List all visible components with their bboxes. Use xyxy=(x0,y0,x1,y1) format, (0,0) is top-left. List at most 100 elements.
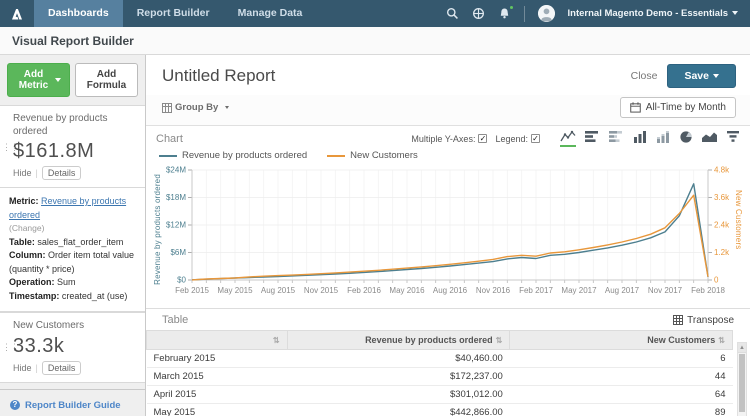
column-label: Column: xyxy=(9,250,46,260)
add-metric-label: Add Metric xyxy=(18,69,49,91)
nav-item-dashboards[interactable]: Dashboards xyxy=(34,0,123,27)
report-builder-guide-link[interactable]: ? Report Builder Guide xyxy=(0,388,145,416)
drag-handle-icon[interactable]: ⋮⋮ xyxy=(2,141,19,152)
search-icon[interactable] xyxy=(446,7,459,20)
legend-toggle[interactable]: Legend: ✓ xyxy=(495,134,540,144)
timestamp-value: created_at (use) xyxy=(61,290,128,301)
nav-item-report-builder[interactable]: Report Builder xyxy=(136,7,210,19)
chart-type-column-icon[interactable] xyxy=(633,130,647,145)
multiple-y-axes-checkbox[interactable]: ✓ xyxy=(478,134,488,143)
nav-divider xyxy=(523,5,525,22)
svg-text:3.6k: 3.6k xyxy=(714,193,730,202)
table-value: sales_flat_order_item xyxy=(37,236,124,247)
table-cell: 44 xyxy=(509,367,733,386)
transpose-button[interactable]: Transpose xyxy=(673,315,734,326)
details-button[interactable]: Details xyxy=(41,166,82,180)
svg-text:Aug 2017: Aug 2017 xyxy=(605,286,640,295)
notifications-bell-icon[interactable] xyxy=(498,5,514,20)
metric-details-panel: Metric: Revenue by products ordered (Cha… xyxy=(0,188,145,312)
separator: | xyxy=(35,168,38,178)
legend-swatch xyxy=(159,154,177,157)
chart-type-column-stacked-icon[interactable] xyxy=(656,130,670,145)
chart-type-area-icon[interactable] xyxy=(702,130,717,145)
nav-item-manage-data[interactable]: Manage Data xyxy=(237,7,303,19)
column-header-new-customers[interactable]: New Customers ⇅ xyxy=(509,330,733,350)
header-text: Revenue by products ordered xyxy=(365,335,493,345)
account-menu[interactable]: Internal Magento Demo - Essentials xyxy=(568,8,738,19)
svg-text:$0: $0 xyxy=(177,276,186,285)
svg-text:Feb 2017: Feb 2017 xyxy=(519,286,553,295)
results-table: ⇅ Revenue by products ordered ⇅ New Custo… xyxy=(146,330,733,416)
legend-text: Revenue by products ordered xyxy=(182,150,308,161)
table-label: Table: xyxy=(9,236,35,247)
table-cell: May 2015 xyxy=(146,403,288,416)
legend-item-new-customers[interactable]: New Customers xyxy=(327,150,418,161)
chart-type-bar-horizontal-stacked-icon[interactable] xyxy=(609,130,624,145)
header-text: New Customers xyxy=(647,335,716,345)
add-formula-button[interactable]: Add Formula xyxy=(75,63,138,97)
close-button[interactable]: Close xyxy=(630,70,658,82)
report-title[interactable]: Untitled Report xyxy=(162,66,276,85)
table-cell: March 2015 xyxy=(146,367,288,386)
table-body: February 2015 $40,460.00 6 March 2015 $172,2… xyxy=(146,349,733,416)
chart-type-pie-icon[interactable] xyxy=(679,130,693,146)
chevron-down-icon xyxy=(732,11,738,16)
scroll-up-button[interactable]: ▲ xyxy=(738,343,746,353)
left-axis-label: Revenue by products ordered xyxy=(153,174,162,285)
table-section-title: Table xyxy=(162,314,189,326)
add-metric-button[interactable]: Add Metric xyxy=(7,63,70,97)
legend-item-revenue[interactable]: Revenue by products ordered xyxy=(159,150,307,161)
sort-icon: ⇅ xyxy=(495,336,503,345)
scrollbar-thumb[interactable] xyxy=(739,354,745,412)
legend-checkbox[interactable]: ✓ xyxy=(531,134,540,143)
metrics-sidebar: Add Metric Add Formula ⋮⋮ Revenue by pro… xyxy=(0,55,146,416)
svg-text:0: 0 xyxy=(714,276,719,285)
chevron-down-icon xyxy=(55,78,61,82)
hide-link[interactable]: Hide xyxy=(13,362,32,373)
sort-icon: ⇅ xyxy=(718,336,725,345)
svg-text:Nov 2015: Nov 2015 xyxy=(304,286,339,295)
save-button[interactable]: Save xyxy=(667,64,736,88)
time-range-button[interactable]: All-Time by Month xyxy=(619,97,736,118)
details-button[interactable]: Details xyxy=(41,360,82,375)
metric-value: $161.8M xyxy=(13,140,95,162)
metric-card-revenue[interactable]: ⋮⋮ Revenue by products ordered $161.8M H… xyxy=(0,105,145,188)
svg-text:4.8k: 4.8k xyxy=(714,166,730,175)
metric-card-new-customers[interactable]: ⋮⋮ New Customers 33.3k Hide | Details xyxy=(0,312,145,383)
chart-type-bar-horizontal-icon[interactable] xyxy=(585,130,600,145)
save-label: Save xyxy=(684,70,709,82)
metric-link[interactable]: Revenue by products ordered xyxy=(9,196,127,220)
hide-link[interactable]: Hide xyxy=(13,168,32,178)
legend-text: New Customers xyxy=(350,150,418,161)
group-by-control[interactable]: Group By xyxy=(162,102,230,113)
svg-text:May 2016: May 2016 xyxy=(389,286,425,295)
table-row: March 2015 $172,237.00 44 xyxy=(146,367,733,386)
table-row: May 2015 $442,866.00 89 xyxy=(146,403,733,416)
multiple-y-axes-toggle[interactable]: Multiple Y-Axes: ✓ xyxy=(411,134,488,144)
table-cell: $40,460.00 xyxy=(287,349,510,368)
table-scrollbar[interactable]: ▲ xyxy=(737,342,747,416)
svg-text:Nov 2016: Nov 2016 xyxy=(476,286,511,295)
page-title: Visual Report Builder xyxy=(0,27,750,55)
table-cell: 6 xyxy=(509,349,733,368)
chevron-down-icon xyxy=(225,106,230,109)
sort-icon: ⇅ xyxy=(272,336,280,345)
svg-text:May 2017: May 2017 xyxy=(561,286,597,295)
change-link[interactable]: (Change) xyxy=(9,223,45,233)
column-header-revenue[interactable]: Revenue by products ordered ⇅ xyxy=(286,330,511,350)
transpose-grid-icon xyxy=(673,315,684,325)
table-section: Table Transpose ⇅ Revenue by products or… xyxy=(146,308,750,416)
svg-text:Feb 2015: Feb 2015 xyxy=(175,286,209,295)
operation-label: Operation: xyxy=(9,277,55,287)
avatar[interactable] xyxy=(537,5,555,22)
table-row: February 2015 $40,460.00 6 xyxy=(146,349,733,368)
globe-icon[interactable] xyxy=(472,7,485,20)
chart-svg: $0 $6M $12M $18M $24M 0 1.2k 2.4k 3.6k 4.8k Feb 20… xyxy=(166,166,730,296)
svg-text:$6M: $6M xyxy=(170,248,186,257)
column-header-period[interactable]: ⇅ xyxy=(146,330,288,350)
chart-type-line-icon[interactable] xyxy=(560,130,576,147)
drag-handle-icon[interactable]: ⋮⋮ xyxy=(2,342,19,353)
report-canvas: Untitled Report Close Save Group By All-… xyxy=(146,55,750,416)
grid-icon xyxy=(162,102,172,113)
chart-type-funnel-icon[interactable] xyxy=(726,130,740,145)
